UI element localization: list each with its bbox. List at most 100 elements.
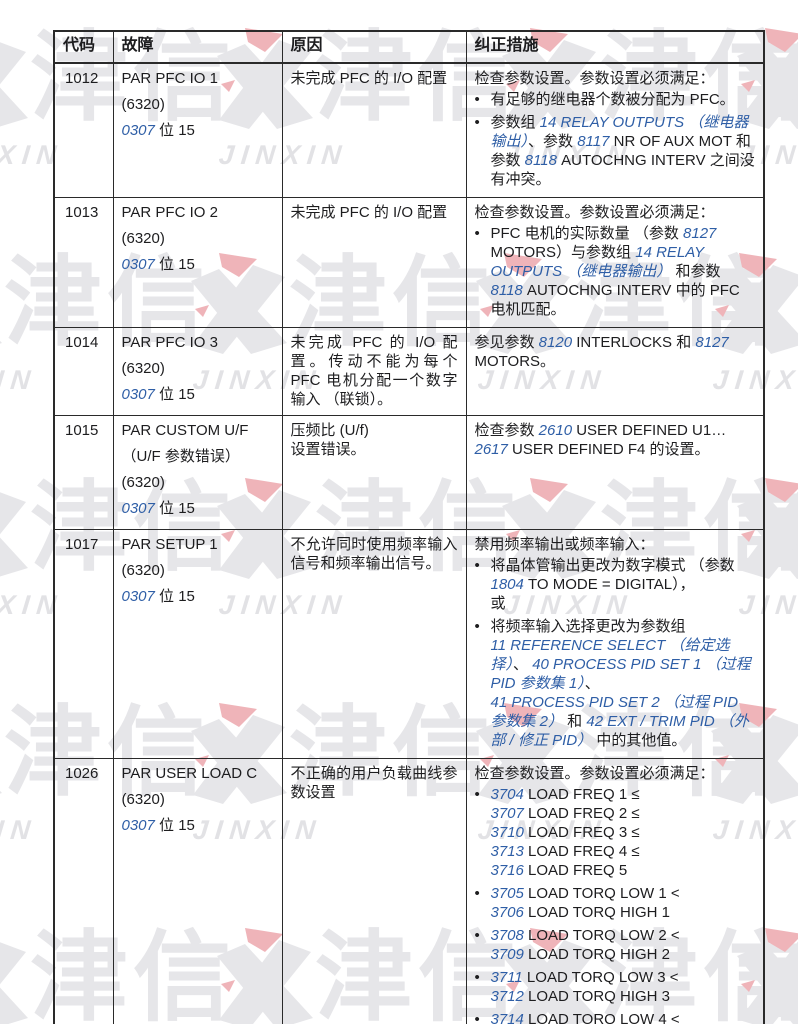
text-segment: AUTOCHNG INTERV 之间没有冲突。 [490, 152, 755, 188]
paragraph: 0307 位 15 [122, 121, 274, 140]
text-segment: 不允许同时使用频率输入信号和频率输出信号。 [290, 536, 458, 572]
bullet-item: • 将晶体管输出更改为数字模式 （参数 1804 TO MODE = DIGITA… [475, 556, 756, 613]
paragraph-text: 检查参数设置。参数设置必须满足： [475, 203, 756, 222]
fault-code-cell: 1014 [53, 327, 114, 416]
column-header-action: 纠正措施 [465, 30, 765, 64]
param-reference: 0307 [121, 256, 155, 273]
bullet-text: 3705 LOAD TORQ LOW 1 < 3706 LOAD TORQ HI… [491, 884, 756, 922]
fault-table-row: 1013 PAR PFC IO 2 (6320) 0307 位 15 未完成 PFC 的… [53, 197, 765, 328]
paragraph: (6320) [122, 790, 274, 809]
text-segment: （U/F 参数错误） [121, 448, 240, 465]
paragraph: 检查参数设置。参数设置必须满足： [475, 764, 756, 783]
param-reference: 3710 [490, 824, 524, 841]
bullet-item: • 将频率输入选择更改为参数组 11 REFERENCE SELECT （给定选择… [475, 617, 756, 750]
paragraph-text: (6320) [122, 229, 274, 248]
text-segment: LOAD FREQ 1 ≤ [528, 786, 640, 803]
paragraph-text: 参见参数 8120 INTERLOCKS 和 8127 MOTORS。 [475, 333, 756, 371]
paragraph: 未完成 PFC 的 I/O 配置 [291, 203, 458, 222]
text-segment: LOAD TORQ LOW 1 < [528, 885, 680, 902]
bullet-marker: • [474, 114, 480, 131]
table-body: 1012 PAR PFC IO 1 (6320) 0307 位 15 未完成 PFC 的… [53, 62, 765, 1024]
text-segment: PAR SETUP 1 [121, 536, 218, 553]
bullet-marker: • [474, 885, 480, 902]
text-segment: (6320) [121, 562, 165, 579]
param-reference: 3709 [490, 946, 524, 963]
fault-table-row: 1026 PAR USER LOAD C (6320) 0307 位 15 不正确的用户… [53, 758, 765, 1024]
watermark-en-text: JINXIN [0, 815, 39, 845]
text-segment: 压频比 (U/f) 设置错误。 [290, 422, 369, 458]
text-segment: PAR PFC IO 1 [121, 70, 218, 87]
text-segment: 将频率输入选择更改为参数组 [490, 618, 686, 635]
paragraph-text: 0307 位 15 [122, 499, 274, 518]
paragraph-text: PAR PFC IO 2 [122, 203, 274, 222]
cause-cell: 不正确的用户负载曲线参数设置 [281, 758, 467, 1024]
text-segment: LOAD FREQ 4 ≤ [528, 843, 640, 860]
jinxin-x-logo [0, 492, 28, 577]
column-header-cause: 原因 [281, 30, 467, 64]
paragraph: PAR USER LOAD C [122, 764, 274, 783]
text-segment: USER DEFINED F4 的设置。 [507, 441, 710, 458]
jinxin-x-logo [0, 340, 2, 344]
bullet-text: 3708 LOAD TORQ LOW 2 < 3709 LOAD TORQ HI… [491, 926, 756, 964]
paragraph-text: 0307 位 15 [122, 587, 274, 606]
cause-cell: 未完成 PFC 的 I/O 配置 [281, 62, 467, 198]
param-reference: 0307 [121, 588, 155, 605]
column-header-fault: 故障 [112, 30, 283, 64]
bullet-item: • 3705 LOAD TORQ LOW 1 < 3706 LOAD TORQ H… [475, 884, 756, 922]
text-segment: INTERLOCKS 和 [572, 334, 696, 351]
text-segment: LOAD FREQ 3 ≤ [528, 824, 640, 841]
bullet-marker: • [474, 927, 480, 944]
text-segment: (6320) [121, 360, 165, 377]
text-segment: 和参数 [671, 263, 725, 280]
fault-name-cell: PAR USER LOAD C (6320) 0307 位 15 [112, 758, 283, 1024]
fault-code-table: 代码 故障 原因 纠正措施 1012 PAR PFC IO 1 (6320) 0307… [53, 30, 765, 1024]
paragraph: 未完成 PFC 的 I/O 配置 [291, 69, 458, 88]
bullet-text: 3704 LOAD FREQ 1 ≤ 3707 LOAD FREQ 2 ≤ 37… [491, 785, 756, 880]
paragraph: 未完成 PFC 的 I/O 配置。传动不能为每个 PFC 电机分配一个数字输入 … [291, 333, 458, 409]
bullet-item: • PFC 电机的实际数量 （参数 8127 MOTORS）与参数组 14 REL… [475, 224, 756, 319]
fault-table-row: 1015 PAR CUSTOM U/F （U/F 参数错误） (6320) 0307 位… [53, 415, 765, 530]
text-segment: PAR PFC IO 2 [121, 204, 218, 221]
corrective-action-cell: 参见参数 8120 INTERLOCKS 和 8127 MOTORS。 [465, 327, 765, 416]
bullet-text: 参数组 14 RELAY OUTPUTS （继电器输出）、参数 8117 NR … [491, 113, 756, 189]
text-segment: PAR USER LOAD C [121, 765, 258, 782]
bullet-text: 3714 LOAD TORQ LOW 4 < 3715 LOAD TORQ HI… [491, 1010, 756, 1024]
text-segment: LOAD TORQ LOW 2 < [528, 927, 680, 944]
text-segment: LOAD TORQ HIGH 2 [523, 946, 671, 963]
param-reference: 2610 [538, 422, 573, 439]
text-segment: LOAD TORQ LOW 4 < [528, 1011, 680, 1024]
text-segment: (6320) [121, 474, 165, 491]
param-reference: 1804 [490, 576, 524, 593]
text-segment: 位 15 [154, 500, 195, 517]
fault-name-cell: PAR SETUP 1 (6320) 0307 位 15 [112, 529, 283, 759]
paragraph: (6320) [122, 95, 274, 114]
paragraph-text: PAR SETUP 1 [122, 535, 274, 554]
paragraph-text: 检查参数设置。参数设置必须满足： [475, 69, 756, 88]
bullet-marker: • [474, 1011, 480, 1024]
param-reference: 8127 [695, 334, 729, 351]
text-segment: LOAD TORQ HIGH 3 [523, 988, 671, 1005]
paragraph: 0307 位 15 [122, 385, 274, 404]
text-segment: 未完成 PFC 的 I/O 配置 [290, 70, 448, 87]
bullet-marker: • [474, 969, 480, 986]
param-reference: 8118 [524, 152, 557, 169]
param-reference: 8127 [683, 225, 717, 242]
text-segment: PFC 电机的实际数量 （参数 [490, 225, 684, 242]
text-segment: 位 15 [154, 386, 195, 403]
paragraph-text: PAR PFC IO 3 [122, 333, 274, 352]
table-header: 代码 故障 原因 纠正措施 [53, 30, 765, 64]
param-reference: 3707 [490, 805, 524, 822]
bullet-marker: • [474, 225, 480, 242]
param-reference: 3712 [490, 988, 524, 1005]
fault-table-row: 1012 PAR PFC IO 1 (6320) 0307 位 15 未完成 PFC 的… [53, 62, 765, 198]
text-segment: 不正确的用户负载曲线参数设置 [290, 765, 458, 801]
bullet-text: 3711 LOAD TORQ LOW 3 < 3712 LOAD TORQ HI… [491, 968, 756, 1006]
fault-name-cell: PAR PFC IO 1 (6320) 0307 位 15 [112, 62, 283, 198]
cause-cell: 未完成 PFC 的 I/O 配置。传动不能为每个 PFC 电机分配一个数字输入 … [281, 327, 467, 416]
text-segment: TO MODE = DIGITAL）， 或 [490, 576, 695, 612]
param-reference: 40 PROCESS PID SET 1 （过程 PID 参数集 1） [490, 656, 755, 692]
bullet-text: 将频率输入选择更改为参数组 11 REFERENCE SELECT （给定选择）… [491, 617, 756, 750]
jinxin-x-logo [0, 942, 28, 1024]
param-reference: 3716 [490, 862, 524, 879]
